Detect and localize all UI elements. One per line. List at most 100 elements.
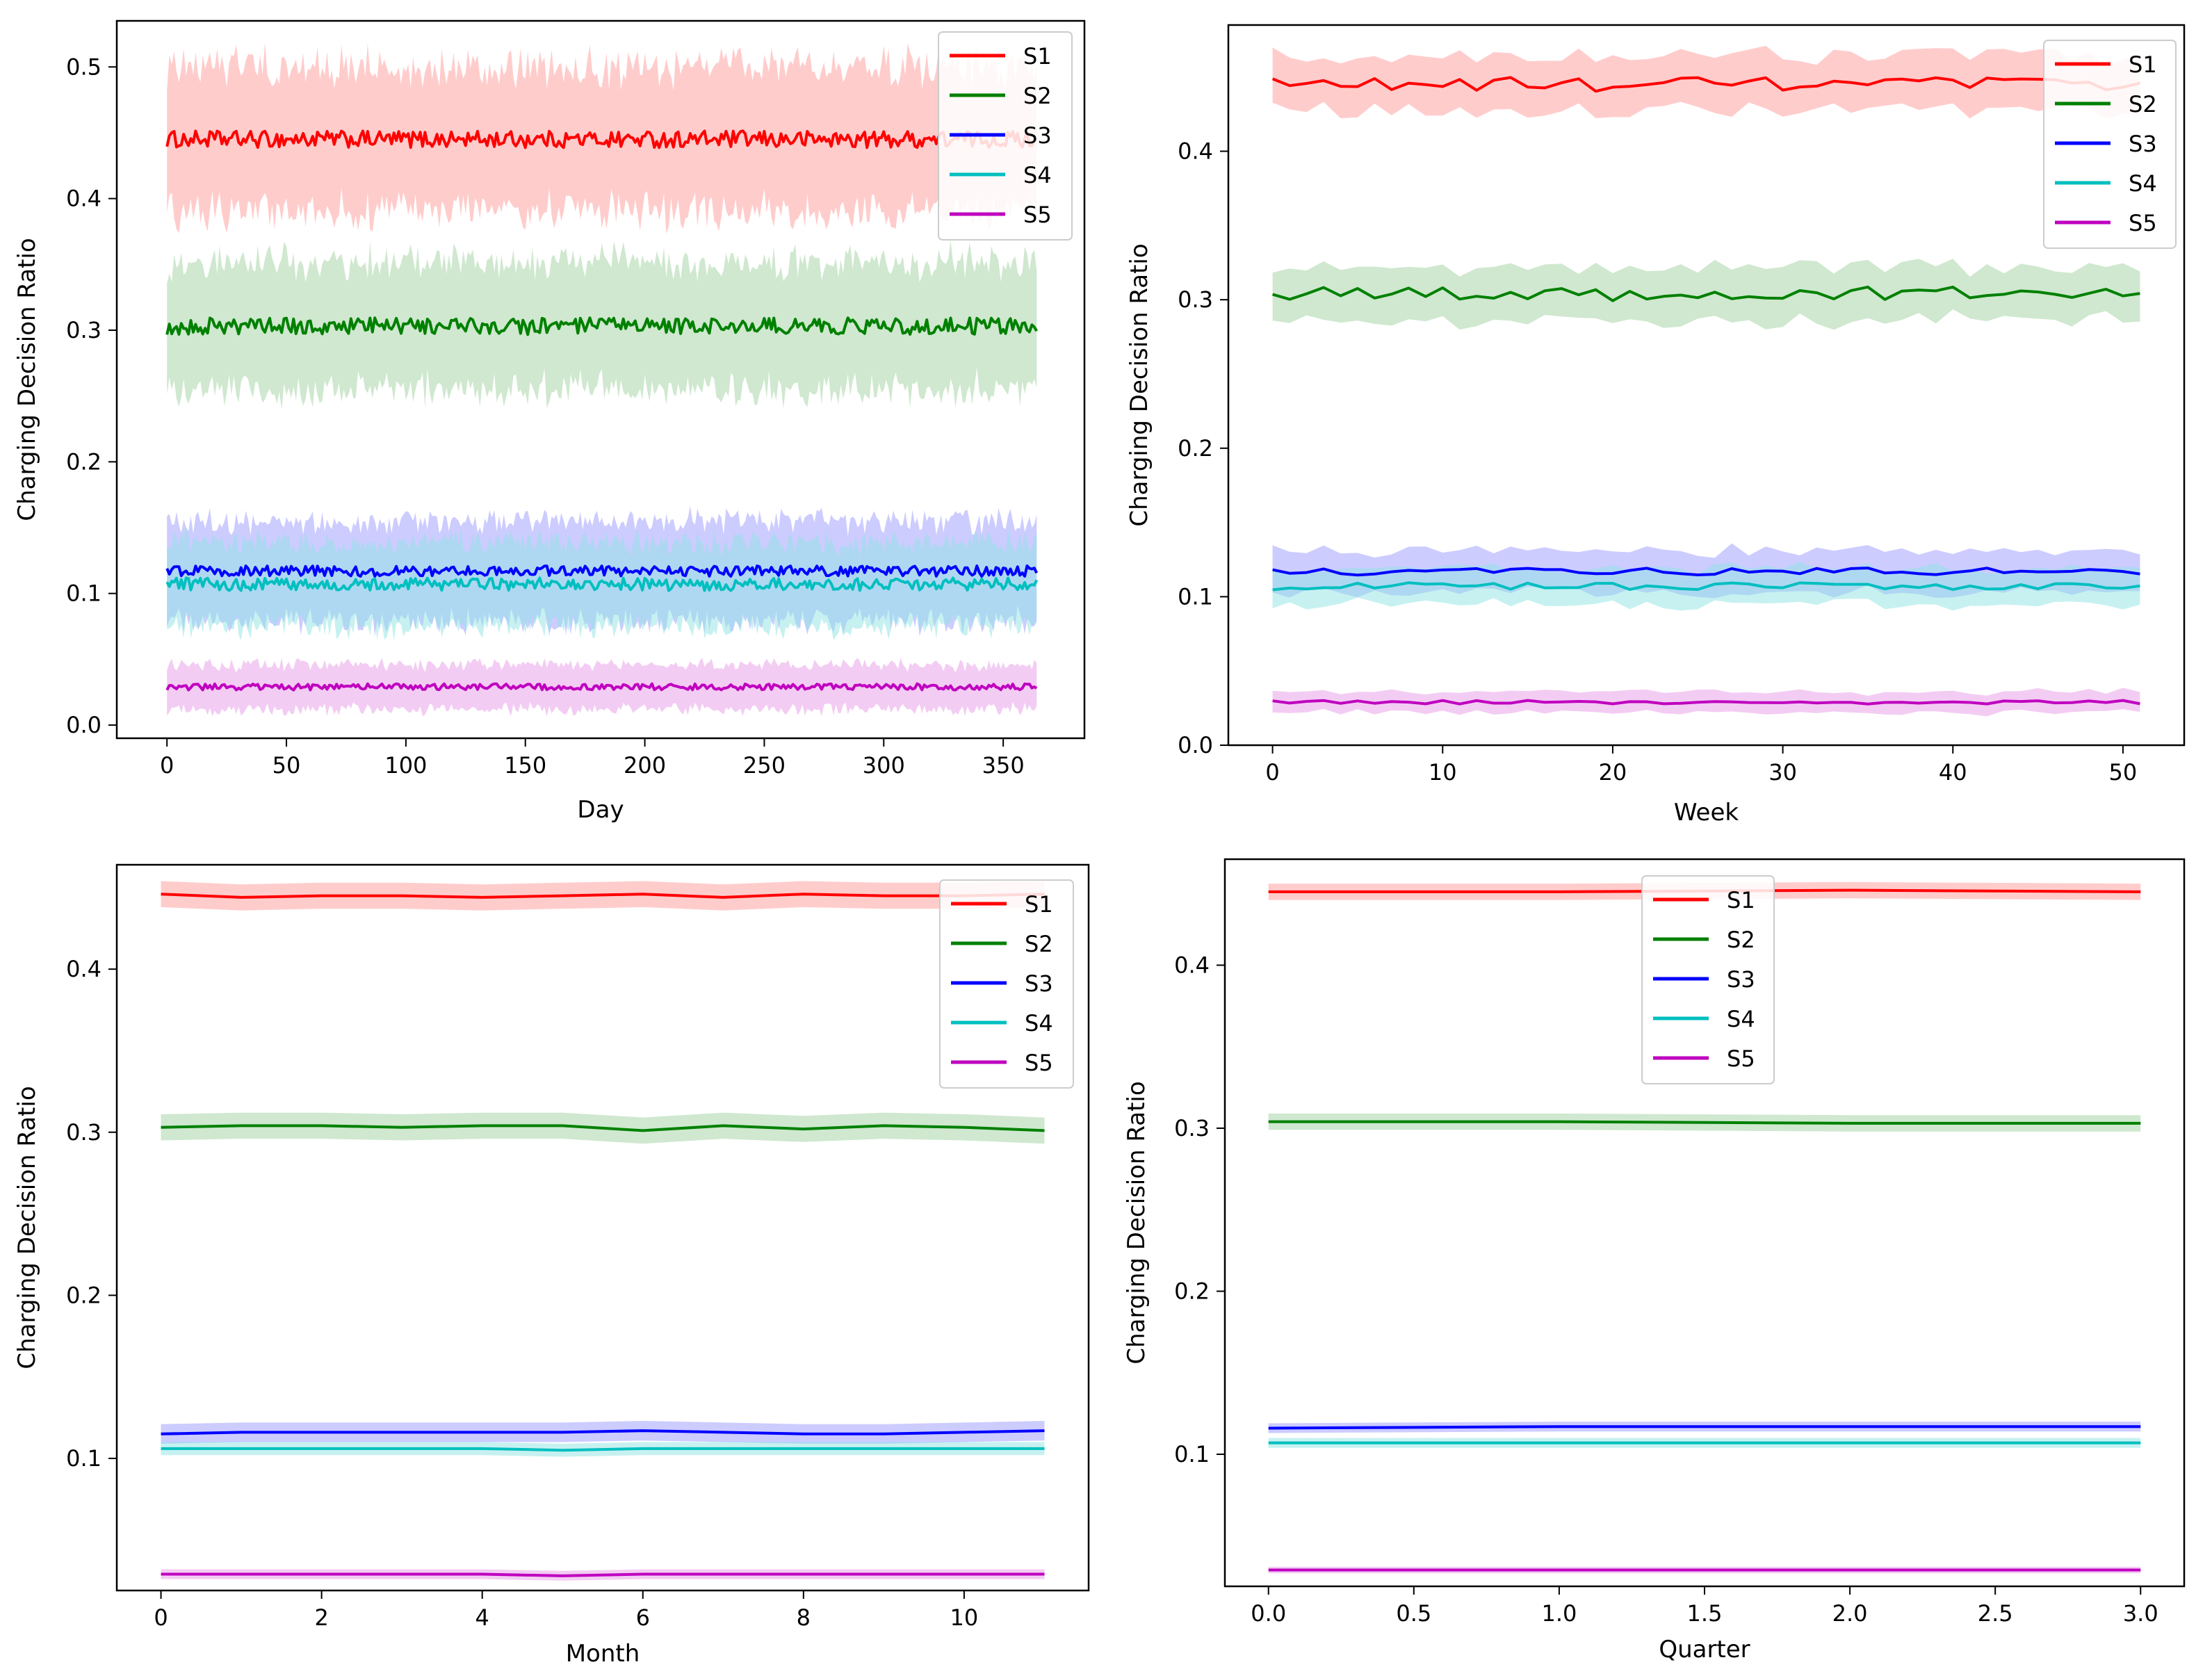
legend: S1 S2 S3 S4 S5 <box>2043 40 2177 249</box>
y-tick-label: 0.4 <box>66 186 101 212</box>
x-tick-label: 20 <box>1599 759 1627 786</box>
series-line-s4 <box>165 576 1039 592</box>
axes-frame <box>115 19 1086 740</box>
axes-frame <box>115 863 1090 1592</box>
y-tick-label: 0.4 <box>1178 138 1213 165</box>
legend-label-s3: S3 <box>1023 122 1052 149</box>
x-tick-label: 250 <box>743 752 786 779</box>
y-tick-label: 0.3 <box>1174 1115 1210 1141</box>
x-tick-label: 150 <box>504 752 546 779</box>
y-tick-label: 0.4 <box>66 956 101 982</box>
series-line-s2 <box>165 316 1039 336</box>
legend-label-s2: S2 <box>1025 931 1053 957</box>
series-line-s5 <box>1272 699 2140 706</box>
y-tick-label: 0.2 <box>1178 435 1213 462</box>
confidence-band-s1 <box>1272 45 2140 119</box>
y-tick-label: 0.2 <box>1174 1278 1210 1305</box>
y-tick-label: 0.2 <box>66 448 101 475</box>
legend: S1 S2 S3 S4 S5 <box>939 879 1074 1089</box>
x-tick-label: 0 <box>154 1604 168 1631</box>
y-tick-label: 0.2 <box>66 1282 101 1308</box>
y-tick-label: 0.1 <box>66 1445 101 1472</box>
legend-label-s4: S4 <box>1023 162 1052 188</box>
confidence-band-s2 <box>167 241 1037 410</box>
x-tick-label: 1.5 <box>1687 1600 1723 1627</box>
legend-label-s2: S2 <box>2129 91 2157 117</box>
legend-label-s3: S3 <box>2129 131 2157 157</box>
x-axis-label: Week <box>1674 799 1739 827</box>
x-tick-label: 0 <box>1265 759 1279 786</box>
axes-frame <box>1227 24 2186 747</box>
y-axis-label: Charging Decision Ratio <box>1123 1081 1150 1364</box>
legend-label-s4: S4 <box>1025 1010 1053 1036</box>
confidence-band-s4 <box>167 526 1037 641</box>
x-tick-label: 40 <box>1939 759 1967 786</box>
series-line-s2 <box>1268 1120 2141 1125</box>
x-tick-label: 2.5 <box>1978 1600 2013 1627</box>
legend-label-s1: S1 <box>2129 51 2157 78</box>
x-tick-label: 300 <box>863 752 905 779</box>
x-tick-label: 0.0 <box>1251 1600 1286 1627</box>
y-tick-label: 0.3 <box>66 1119 101 1146</box>
legend-label-s3: S3 <box>1727 966 1755 993</box>
series-line-s2 <box>161 1124 1045 1132</box>
legend-label-s4: S4 <box>2129 170 2157 197</box>
plot-area <box>1271 45 2140 717</box>
x-tick-label: 30 <box>1768 759 1797 786</box>
legend-label-s5: S5 <box>1025 1050 1053 1076</box>
plot-area <box>165 42 1039 717</box>
series-line-s3 <box>165 564 1039 578</box>
legend-label-s3: S3 <box>1025 970 1053 997</box>
x-axis-label: Month <box>566 1640 640 1668</box>
x-tick-label: 350 <box>982 752 1025 779</box>
y-tick-label: 0.4 <box>1174 952 1210 978</box>
x-tick-label: 4 <box>475 1604 489 1631</box>
y-tick-label: 0.1 <box>66 580 101 607</box>
x-tick-label: 3.0 <box>2123 1600 2158 1627</box>
legend-label-s1: S1 <box>1025 891 1053 918</box>
x-tick-label: 50 <box>273 752 301 779</box>
legend-label-s1: S1 <box>1023 43 1052 70</box>
x-tick-label: 50 <box>2109 759 2138 786</box>
y-axis-label: Charging Decision Ratio <box>1125 243 1153 526</box>
y-tick-label: 0.3 <box>66 317 101 343</box>
confidence-band-s1 <box>167 42 1037 234</box>
y-axis-label: Charging Decision Ratio <box>13 1086 41 1369</box>
series-line-s3 <box>1268 1425 2141 1430</box>
series-line-s4 <box>161 1447 1045 1452</box>
x-axis-label: Quarter <box>1659 1636 1750 1663</box>
y-tick-label: 0.1 <box>1174 1441 1210 1467</box>
legend-label-s2: S2 <box>1727 927 1755 953</box>
legend: S1 S2 S3 S4 S5 <box>1641 875 1775 1084</box>
y-tick-label: 0.3 <box>1178 286 1213 313</box>
x-axis-label: Day <box>577 796 624 824</box>
x-tick-label: 2 <box>314 1604 328 1631</box>
legend-label-s5: S5 <box>2129 210 2157 236</box>
series-line-s5 <box>161 1572 1045 1577</box>
x-tick-label: 2.0 <box>1832 1600 1868 1627</box>
chart-panel-1: 0 50 100 150 200 250 300 350 0.0 0.1 0.2 0.3 0.4 0.5 D… <box>13 19 1086 824</box>
series-line-s3 <box>1272 567 2140 577</box>
x-tick-label: 10 <box>950 1604 979 1631</box>
legend-label-s2: S2 <box>1023 83 1052 109</box>
chart-panel-2: 0 10 20 30 40 50 0.0 0.1 0.2 0.3 0.4 Week Charging D… <box>1125 24 2186 827</box>
series-line-s2 <box>1272 285 2140 302</box>
x-tick-label: 200 <box>624 752 666 779</box>
legend-label-s5: S5 <box>1727 1046 1755 1072</box>
plot-area <box>161 881 1045 1581</box>
series-line-s1 <box>165 129 1037 149</box>
legend-label-s5: S5 <box>1023 202 1052 228</box>
x-tick-label: 8 <box>797 1604 811 1631</box>
series-line-s1 <box>161 893 1045 899</box>
y-axis-label: Charging Decision Ratio <box>13 238 41 521</box>
y-tick-label: 0.0 <box>1178 732 1213 758</box>
y-tick-label: 0.0 <box>66 712 101 738</box>
y-tick-label: 0.5 <box>66 54 101 80</box>
chart-panel-4: 0.0 0.5 1.0 1.5 2.0 2.5 3.0 0.1 0.2 0.3 0.4 Quarter… <box>1123 858 2186 1663</box>
x-tick-label: 100 <box>384 752 427 779</box>
x-tick-label: 0.5 <box>1396 1600 1431 1627</box>
x-tick-label: 10 <box>1429 759 1457 786</box>
chart-panel-3: 0 2 4 6 8 10 0.1 0.2 0.3 0.4 Month Charging Decisio… <box>13 863 1090 1668</box>
legend-label-s1: S1 <box>1727 887 1755 913</box>
